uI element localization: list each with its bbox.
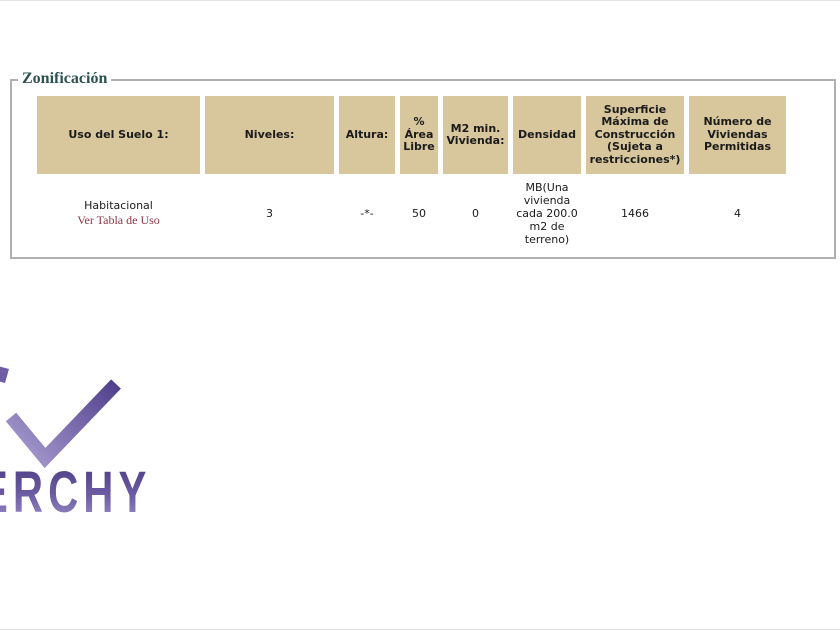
panel-legend: Zonificación <box>18 69 112 89</box>
column-header-superficie-maxima: Superficie Máxima de Construcción (Sujet… <box>586 96 684 174</box>
cell-numero-viviendas: 4 <box>734 206 741 220</box>
cell-densidad: MB(Una vivienda cada 200.0 m2 de terreno… <box>516 180 578 246</box>
column-header-niveles: Niveles: <box>205 96 334 174</box>
zoning-table-container: Uso del Suelo 1: Niveles: Altura: % Área… <box>32 92 834 252</box>
checkmark-icon <box>0 366 121 469</box>
column-header-numero-viviendas: Número de Viviendas Permitidas <box>689 96 786 174</box>
watermark-logo <box>0 361 180 531</box>
uso-del-suelo-value: Habitacional <box>84 199 153 212</box>
column-header-uso-del-suelo: Uso del Suelo 1: <box>37 96 200 174</box>
cell-area-libre: 50 <box>412 206 426 220</box>
column-header-m2-min-vivienda: M2 min. Vivienda: <box>443 96 508 174</box>
cell-niveles: 3 <box>266 206 273 220</box>
cell-altura: -*- <box>360 206 374 220</box>
checkmark-stroke <box>5 379 121 469</box>
table-row: Habitacional Ver Tabla de Uso 3 -*- 50 0… <box>37 178 786 248</box>
column-header-area-libre: % Área Libre <box>400 96 438 174</box>
column-header-densidad: Densidad <box>513 96 581 174</box>
zoning-table: Uso del Suelo 1: Niveles: Altura: % Área… <box>32 92 791 252</box>
cell-m2-min-vivienda: 0 <box>472 206 479 220</box>
clipped-stroke-fragment <box>0 366 9 383</box>
logo-text: ERCHY <box>0 464 151 522</box>
cell-uso-del-suelo: Habitacional Ver Tabla de Uso <box>37 178 200 248</box>
cell-superficie-maxima: 1466 <box>621 206 649 220</box>
column-header-altura: Altura: <box>339 96 395 174</box>
header-row: Uso del Suelo 1: Niveles: Altura: % Área… <box>37 96 786 174</box>
ver-tabla-de-uso-link[interactable]: Ver Tabla de Uso <box>77 213 160 227</box>
zonificacion-panel: Zonificación Uso del Suelo 1: Niveles: A… <box>10 69 836 259</box>
